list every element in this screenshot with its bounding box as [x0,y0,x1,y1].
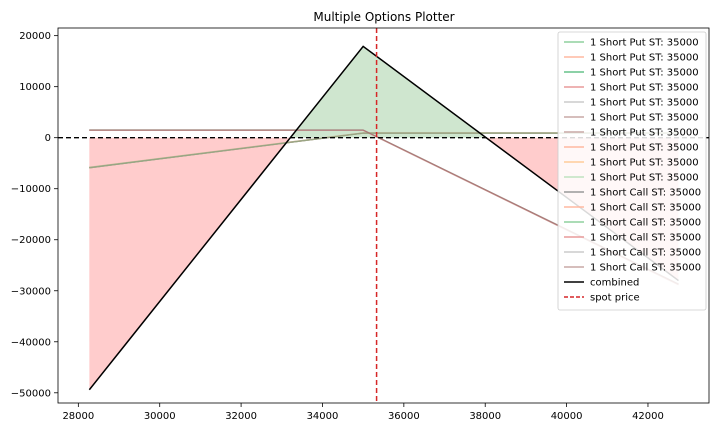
y-tick-label: −30000 [11,286,51,297]
axes: 28000 30000 32000 34000 36000 38000 40000 42000… [11,27,710,422]
legend-label: spot price [590,293,640,304]
legend-box [557,31,707,311]
legend-label: 1 Short Put ST: 35000 [590,38,699,49]
x-tick-label: 36000 [388,411,420,422]
x-tick-label: 32000 [225,411,257,422]
y-tick-label: −10000 [11,184,51,195]
legend-label: 1 Short Put ST: 35000 [590,68,699,79]
x-tick-label: 40000 [551,411,583,422]
chart-title: Multiple Options Plotter [313,10,454,24]
legend-label: 1 Short Put ST: 35000 [590,173,699,184]
legend-label: 1 Short Put ST: 35000 [590,53,699,64]
legend: 1 Short Put ST: 35000 1 Short Put ST: 350… [557,31,707,311]
y-tick-label: −50000 [11,388,51,399]
legend-label: 1 Short Put ST: 35000 [590,128,699,139]
y-tick-label: 20000 [19,31,51,42]
x-tick-label: 30000 [144,411,176,422]
y-tick-label: 10000 [19,82,51,93]
legend-label: 1 Short Put ST: 35000 [590,158,699,169]
legend-label: combined [590,278,639,289]
legend-label: 1 Short Call ST: 35000 [590,203,701,214]
legend-label: 1 Short Put ST: 35000 [590,143,699,154]
plot-frame [57,27,710,404]
legend-label: 1 Short Call ST: 35000 [590,233,701,244]
legend-label: 1 Short Put ST: 35000 [590,83,699,94]
x-tick-label: 42000 [632,411,664,422]
legend-label: 1 Short Call ST: 35000 [590,188,701,199]
y-tick-label: −20000 [11,235,51,246]
y-tick-label: 0 [45,133,51,144]
x-tick-label: 28000 [62,411,94,422]
legend-label: 1 Short Call ST: 35000 [590,263,701,274]
y-tick-label: −40000 [11,337,51,348]
profit-area [290,46,487,138]
legend-label: 1 Short Put ST: 35000 [590,113,699,124]
legend-label: 1 Short Put ST: 35000 [590,98,699,109]
x-tick-label: 38000 [469,411,501,422]
x-tick-label: 34000 [307,411,339,422]
legend-label: 1 Short Call ST: 35000 [590,218,701,229]
legend-label: 1 Short Call ST: 35000 [590,248,701,259]
